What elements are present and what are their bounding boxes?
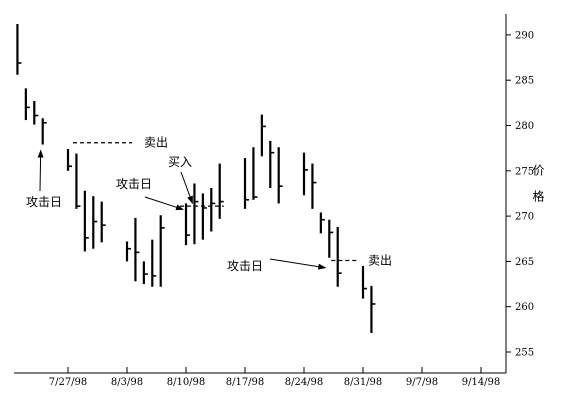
- price-bar: [319, 212, 325, 234]
- annotation-arrow: [144, 196, 184, 211]
- price-bar: [134, 217, 140, 282]
- price-bar: [83, 190, 89, 252]
- x-tick-label: 7/27/98: [49, 377, 88, 388]
- price-bar: [243, 158, 249, 209]
- x-axis-ticks: 7/27/98 8/3/98 8/10/98 8/17/98 8/24/98 8/31/9…: [49, 367, 501, 388]
- annotation-label: 卖出: [368, 253, 392, 267]
- price-bar: [302, 152, 308, 196]
- price-bar: [361, 265, 367, 299]
- price-bars: [16, 24, 376, 333]
- x-tick-label: 9/14/98: [462, 377, 501, 388]
- annotation-label: 攻击日: [227, 259, 263, 273]
- price-bar: [336, 226, 342, 287]
- y-tick-label: 270: [515, 212, 534, 223]
- price-bar: [328, 219, 334, 258]
- price-bar: [210, 188, 216, 232]
- price-bar: [41, 118, 47, 145]
- annotation-arrow: [269, 258, 327, 270]
- x-tick-label: 8/31/98: [344, 377, 383, 388]
- price-bar: [16, 24, 22, 75]
- y-tick-label: 275: [515, 166, 534, 177]
- price-bar: [24, 88, 30, 121]
- annotation-label: 攻击日: [26, 195, 62, 209]
- x-tick-label: 8/17/98: [226, 377, 265, 388]
- y-tick-label: 285: [515, 76, 534, 87]
- price-bar: [75, 153, 81, 209]
- price-bar: [125, 241, 131, 262]
- y-axis-ticks: 255 260 265 270 275 280 285 290: [506, 30, 534, 359]
- price-bar: [184, 203, 190, 246]
- price-bar: [151, 239, 157, 287]
- y-axis-label: 价格: [531, 164, 545, 216]
- price-bar: [311, 163, 317, 209]
- x-tick-label: 8/3/98: [111, 377, 143, 388]
- annotation-label: 买入: [168, 155, 192, 169]
- y-tick-label: 290: [515, 30, 534, 41]
- annotation-arrow: [180, 171, 193, 205]
- y-tick-label: 255: [515, 348, 534, 359]
- annotation-label: 攻击日: [116, 177, 152, 191]
- price-bar: [201, 193, 207, 240]
- annotation-label: 卖出: [144, 136, 168, 150]
- price-bar: [260, 114, 266, 157]
- price-bar: [269, 140, 275, 189]
- x-tick-label: 8/10/98: [167, 377, 206, 388]
- price-bar: [218, 163, 224, 219]
- price-bar: [100, 201, 106, 243]
- price-bar: [252, 147, 258, 200]
- price-bar: [142, 261, 148, 285]
- annotation-arrow: [37, 149, 44, 192]
- price-bar: [193, 183, 199, 245]
- y-tick-label: 260: [515, 302, 534, 313]
- y-tick-label: 265: [515, 257, 534, 268]
- y-tick-label: 280: [515, 121, 534, 132]
- price-bar: [277, 147, 283, 204]
- x-tick-label: 9/7/98: [406, 377, 438, 388]
- price-bar: [33, 101, 39, 125]
- price-bar: [159, 215, 165, 287]
- price-bar: [92, 196, 98, 249]
- price-bar: [370, 285, 376, 333]
- x-tick-label: 8/24/98: [285, 377, 324, 388]
- price-bar: [66, 149, 72, 171]
